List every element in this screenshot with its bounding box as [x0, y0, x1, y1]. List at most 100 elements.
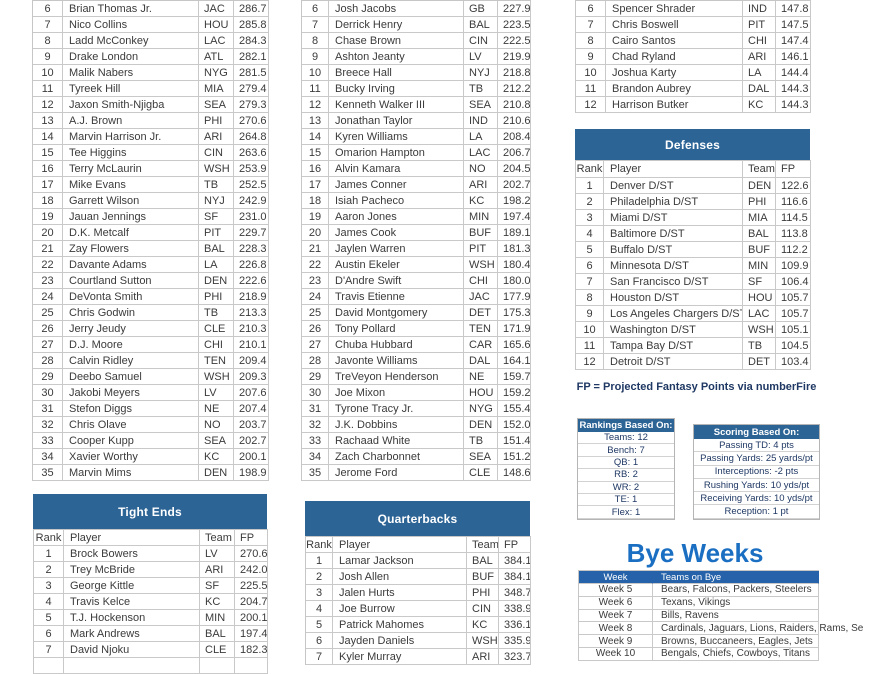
- table-row: 21 Jaylen Warren PIT 181.3: [302, 241, 531, 257]
- table-row: 14 Marvin Harrison Jr. ARI 264.8: [33, 129, 269, 145]
- rank-cell: 31: [302, 401, 329, 417]
- fp-cell: 210.6: [498, 113, 531, 129]
- fp-note: FP = Projected Fantasy Points via number…: [576, 381, 817, 393]
- scoring-box-title: Scoring Based On:: [694, 425, 819, 439]
- player-cell: Mark Andrews: [64, 626, 200, 642]
- player-cell: Chase Brown: [329, 33, 464, 49]
- team-cell: TB: [199, 177, 234, 193]
- fp-cell: 148.6: [498, 465, 531, 481]
- team-cell: LAC: [743, 306, 776, 322]
- table-row: 18 Garrett Wilson NYJ 242.9: [33, 193, 269, 209]
- player-cell: Brock Bowers: [64, 546, 200, 562]
- rank-cell: 28: [33, 353, 63, 369]
- player-cell: J.K. Dobbins: [329, 417, 464, 433]
- team-cell: WSH: [743, 322, 776, 338]
- team-cell: PHI: [743, 194, 776, 210]
- table-row: 27 Chuba Hubbard CAR 165.6: [302, 337, 531, 353]
- table-row: 5 T.J. Hockenson MIN 200.1: [34, 610, 268, 626]
- rank-cell: 5: [576, 242, 604, 258]
- fp-cell: 105.1: [776, 322, 811, 338]
- player-cell: Davante Adams: [63, 257, 199, 273]
- rank-cell: 9: [33, 49, 63, 65]
- rank-cell: 1: [306, 553, 333, 569]
- rank-cell: 12: [576, 97, 606, 113]
- team-cell: SEA: [199, 433, 234, 449]
- table-row: Week 10 Bengals, Chiefs, Cowboys, Titans: [579, 647, 819, 661]
- fp-cell: 227.9: [498, 1, 531, 17]
- player-cell: D'Andre Swift: [329, 273, 464, 289]
- table-row: 1 Brock Bowers LV 270.6: [34, 546, 268, 562]
- tight-ends-header: Tight Ends: [33, 494, 267, 529]
- table-row: 7 David Njoku CLE 182.3: [34, 642, 268, 658]
- rank-cell: 10: [302, 65, 329, 81]
- team-cell: SEA: [464, 97, 498, 113]
- rank-cell: 29: [33, 369, 63, 385]
- player-cell: Chris Olave: [63, 417, 199, 433]
- rule-item: WR: 2: [578, 481, 674, 494]
- player-cell: D.K. Metcalf: [63, 225, 199, 241]
- team-cell: SF: [199, 209, 234, 225]
- player-cell: Travis Kelce: [64, 594, 200, 610]
- fp-cell: 198.9: [234, 465, 269, 481]
- table-row: 12 Detroit D/ST DET 103.4: [576, 354, 811, 370]
- player-cell: Tampa Bay D/ST: [604, 338, 743, 354]
- fp-cell: 171.9: [498, 321, 531, 337]
- fp-cell: 122.6: [776, 178, 811, 194]
- week-cell: Week 8: [579, 622, 653, 636]
- player-cell: Chuba Hubbard: [329, 337, 464, 353]
- table-row: 7 Chris Boswell PIT 147.5: [576, 17, 811, 33]
- player-column-header: Player: [604, 161, 743, 178]
- player-cell: Malik Nabers: [63, 65, 199, 81]
- team-cell: DAL: [743, 81, 776, 97]
- table-row: 23 D'Andre Swift CHI 180.0: [302, 273, 531, 289]
- team-cell: DEN: [464, 417, 498, 433]
- player-cell: Josh Jacobs: [329, 1, 464, 17]
- fp-cell: 180.4: [498, 257, 531, 273]
- rule-item: Receiving Yards: 10 yds/pt: [694, 492, 819, 506]
- rank-cell: 4: [576, 226, 604, 242]
- fp-cell: 228.3: [234, 241, 269, 257]
- team-cell: KC: [199, 449, 234, 465]
- table-row: 16 Alvin Kamara NO 204.5: [302, 161, 531, 177]
- defenses-table: Rank Player Team FP 1 Denver D/ST DEN 122.6…: [575, 160, 811, 370]
- fp-cell: 384.1: [499, 569, 531, 585]
- fp-column-header: FP: [235, 530, 268, 546]
- kickers-table: 6 Spencer Shrader IND 147.8 7 Chris Boswell PI…: [575, 0, 811, 113]
- rank-cell: 9: [302, 49, 329, 65]
- player-cell: Aaron Jones: [329, 209, 464, 225]
- rank-cell: 18: [302, 193, 329, 209]
- fp-cell: 253.9: [234, 161, 269, 177]
- player-cell: David Montgomery: [329, 305, 464, 321]
- player-cell: Nico Collins: [63, 17, 199, 33]
- player-cell: Kenneth Walker III: [329, 97, 464, 113]
- rank-column-header: Rank: [34, 530, 64, 546]
- rank-cell: 18: [33, 193, 63, 209]
- rank-cell: 24: [33, 289, 63, 305]
- fp-cell: 182.3: [235, 642, 268, 658]
- table-row: 16 Terry McLaurin WSH 253.9: [33, 161, 269, 177]
- player-cell: Brandon Aubrey: [606, 81, 743, 97]
- table-row: 3 Miami D/ST MIA 114.5: [576, 210, 811, 226]
- team-cell: WSH: [199, 369, 234, 385]
- rank-cell: 34: [302, 449, 329, 465]
- team-cell: MIN: [464, 209, 498, 225]
- week-cell: Week 10: [579, 647, 653, 661]
- fp-cell: 177.9: [498, 289, 531, 305]
- scoring-based-on-box: Scoring Based On: Passing TD: 4 pts Passi…: [693, 424, 820, 520]
- fp-cell: 203.7: [234, 417, 269, 433]
- team-cell: PIT: [199, 225, 234, 241]
- player-cell: Mike Evans: [63, 177, 199, 193]
- rule-item: Rushing Yards: 10 yds/pt: [694, 478, 819, 493]
- fp-cell: 323.7: [499, 649, 531, 665]
- table-row: 12 Harrison Butker KC 144.3: [576, 97, 811, 113]
- fp-cell: 242.0: [235, 562, 268, 578]
- rank-cell: 5: [306, 617, 333, 633]
- player-cell: Kyler Murray: [333, 649, 467, 665]
- player-cell: Chad Ryland: [606, 49, 743, 65]
- rank-cell: 3: [576, 210, 604, 226]
- team-cell: BAL: [464, 17, 498, 33]
- player-cell: Omarion Hampton: [329, 145, 464, 161]
- player-cell: Alvin Kamara: [329, 161, 464, 177]
- team-cell: CHI: [464, 273, 498, 289]
- player-cell: Breece Hall: [329, 65, 464, 81]
